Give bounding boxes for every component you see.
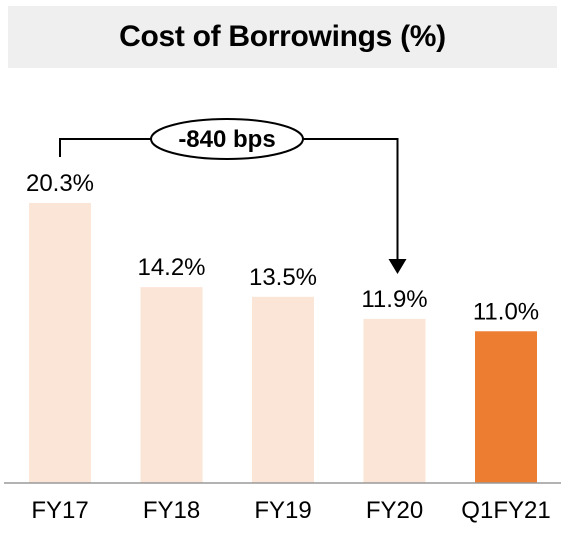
bar-q1fy21: [475, 331, 537, 483]
value-label-fy19: 13.5%: [249, 264, 317, 291]
bar-fy20: [364, 319, 426, 483]
value-label-fy18: 14.2%: [137, 254, 205, 281]
bars-group: 20.3% FY17 14.2% FY18 13.5% FY19 11.9% FY20 11.0…: [26, 170, 551, 524]
bar-fy17: [29, 203, 91, 483]
category-label-fy20: FY20: [366, 497, 423, 524]
value-label-fy20: 11.9%: [361, 286, 427, 313]
category-label-fy19: FY19: [254, 497, 311, 524]
annotation-arrowhead: [389, 259, 407, 274]
bar-fy18: [141, 287, 203, 483]
value-label-fy17: 20.3%: [26, 170, 94, 197]
change-annotation: -840 bps: [60, 119, 407, 274]
category-label-fy18: FY18: [143, 497, 200, 524]
value-label-q1fy21: 11.0%: [473, 298, 539, 325]
bar-fy19: [252, 297, 314, 483]
category-label-q1fy21: Q1FY21: [461, 497, 550, 524]
annotation-label: -840 bps: [178, 126, 275, 153]
category-label-fy17: FY17: [31, 497, 88, 524]
